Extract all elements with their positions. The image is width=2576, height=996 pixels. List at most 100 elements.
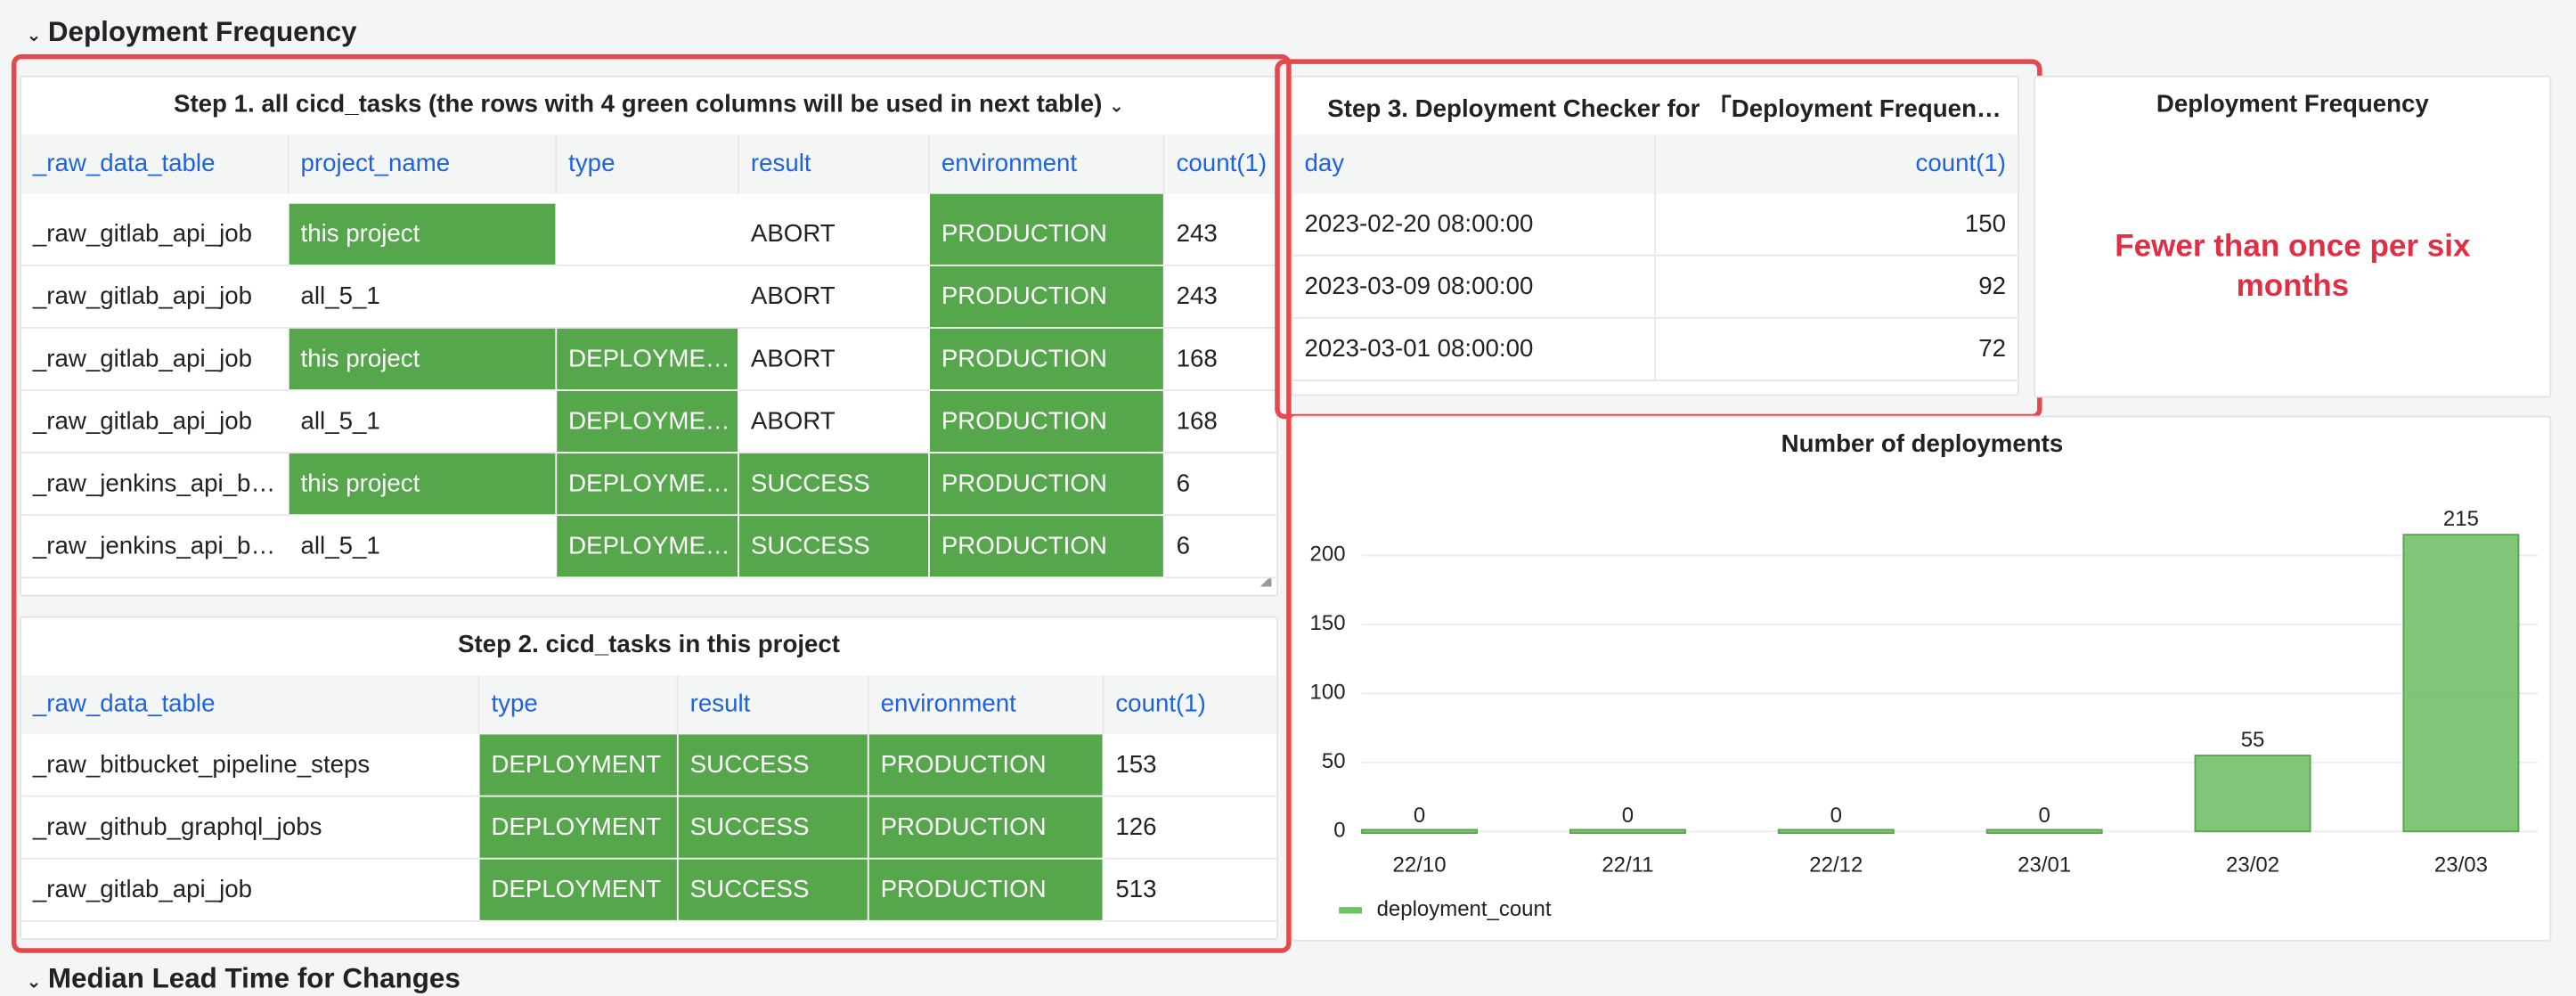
table-cell: ABORT [738,265,930,329]
x-tick-label: 22/10 [1393,853,1447,877]
partial-row [929,193,1163,206]
table-cell: 126 [1104,796,1277,860]
table-cell: 153 [1104,734,1277,797]
column-header: count(1) [1656,135,2018,194]
panel-title: Step 2. cicd_tasks in this project [458,631,841,659]
x-tick-label: 22/11 [1602,853,1653,877]
table-cell: PRODUCTION [929,390,1165,454]
value-label: 0 [1622,804,1634,828]
table-cell: 513 [1104,859,1277,922]
stat-value: Fewer than once per six months [2115,230,2471,305]
chart-panel: Number of deployments 0 50 100 150 200 22/10 0… [1291,415,2552,942]
section-title: Median Lead Time for Changes [47,962,461,994]
table-cell: 72 [1656,318,2018,381]
column-header: _raw_data_table [20,675,480,735]
x-tick-label: 22/12 [1809,853,1863,877]
table-cell: 92 [1656,256,2018,319]
section-title: Deployment Frequency [47,16,357,48]
bar [1569,829,1686,835]
table-cell: this project [289,203,558,266]
column-header: type [557,135,739,194]
table-cell [557,265,739,329]
y-tick-label: 150 [1310,611,1346,635]
column-header: _raw_data_table [20,135,289,194]
column-header: day [1292,135,1657,194]
table-cell: _raw_gitlab_api_job [20,328,289,391]
table-cell: SUCCESS [678,734,869,797]
table-cell: PRODUCTION [868,859,1105,922]
table-cell: this project [289,453,558,517]
table-cell: DEPLOYME… [557,328,739,391]
value-label: 0 [1830,804,1842,828]
table-cell: DEPLOYME… [557,516,739,579]
table-cell: all_5_1 [289,390,558,454]
table-cell: 150 [1656,193,2018,257]
table-cell: 168 [1164,390,1277,454]
table-cell: PRODUCTION [929,203,1165,266]
y-tick-label: 50 [1322,749,1346,773]
bar [2194,755,2311,833]
table-cell: ABORT [738,203,930,266]
table-cell: _raw_gitlab_api_job [20,265,289,329]
y-tick-label: 0 [1333,819,1345,843]
panel-title: Step 3. Deployment Checker for 「Deployme… [1327,94,2001,124]
bar [1361,829,1479,835]
x-tick-label: 23/01 [2018,853,2071,877]
table-cell: PRODUCTION [868,796,1105,860]
y-tick-label: 100 [1310,681,1346,705]
chart-title: Number of deployments [1781,429,2064,457]
table-cell: PRODUCTION [929,453,1165,517]
column-header: environment [868,675,1105,735]
table-cell: 168 [1164,328,1277,391]
column-header: count(1) [1164,135,1277,194]
section-header[interactable]: ⌄ Median Lead Time for Changes [26,962,461,994]
value-label: 0 [2038,804,2050,828]
table-cell: DEPLOYME… [557,390,739,454]
value-label: 55 [2241,728,2265,752]
table-cell: SUCCESS [678,859,869,922]
bar [1777,829,1895,835]
table-cell: SUCCESS [678,796,869,860]
table-panel: Step 2. cicd_tasks in this project _raw_… [20,616,1278,940]
column-header: result [678,675,869,735]
table-cell: _raw_jenkins_api_b… [20,453,289,517]
x-tick-label: 23/02 [2226,853,2279,877]
x-tick-label: 23/03 [2434,853,2488,877]
table-cell: ABORT [738,390,930,454]
table-cell: PRODUCTION [929,328,1165,391]
value-label: 0 [1414,804,1425,828]
column-header: type [479,675,679,735]
table-cell: ABORT [738,328,930,391]
table-cell: this project [289,328,558,391]
table-cell: _raw_gitlab_api_job [20,859,480,922]
stat-panel: Deployment Frequency Fewer than once per… [2034,75,2552,398]
table-cell: _raw_bitbucket_pipeline_steps [20,734,480,797]
column-header: result [738,135,930,194]
bar [1985,829,2103,835]
table-cell: DEPLOYME… [557,453,739,517]
column-header: project_name [289,135,558,194]
panel-title-text: Step 1. all cicd_tasks (the rows with 4 … [173,90,1103,118]
table-cell: all_5_1 [289,265,558,329]
table-cell: 6 [1164,453,1277,517]
table-cell: PRODUCTION [929,516,1165,579]
table-cell: _raw_gitlab_api_job [20,203,289,266]
panel-title: Step 1. all cicd_tasks (the rows with 4 … [173,90,1125,118]
table-cell: 2023-03-09 08:00:00 [1292,256,1657,319]
table-cell: 6 [1164,516,1277,579]
panel-title: Deployment Frequency [2156,90,2429,118]
table-panel: Step 1. all cicd_tasks (the rows with 4 … [20,75,1278,597]
column-header: count(1) [1104,675,1277,735]
table-cell: PRODUCTION [929,265,1165,329]
table-cell: 243 [1164,265,1277,329]
table-cell: 2023-02-20 08:00:00 [1292,193,1657,257]
section-header[interactable]: ⌄ Deployment Frequency [26,16,357,48]
table-cell: DEPLOYMENT [479,796,679,860]
table-panel: Step 3. Deployment Checker for 「Deployme… [1291,75,2019,396]
table-cell: 2023-03-01 08:00:00 [1292,318,1657,381]
bar [2402,534,2520,833]
table-cell: DEPLOYMENT [479,859,679,922]
chart: Number of deployments 0 50 100 150 200 22/10 0… [1310,429,2539,921]
